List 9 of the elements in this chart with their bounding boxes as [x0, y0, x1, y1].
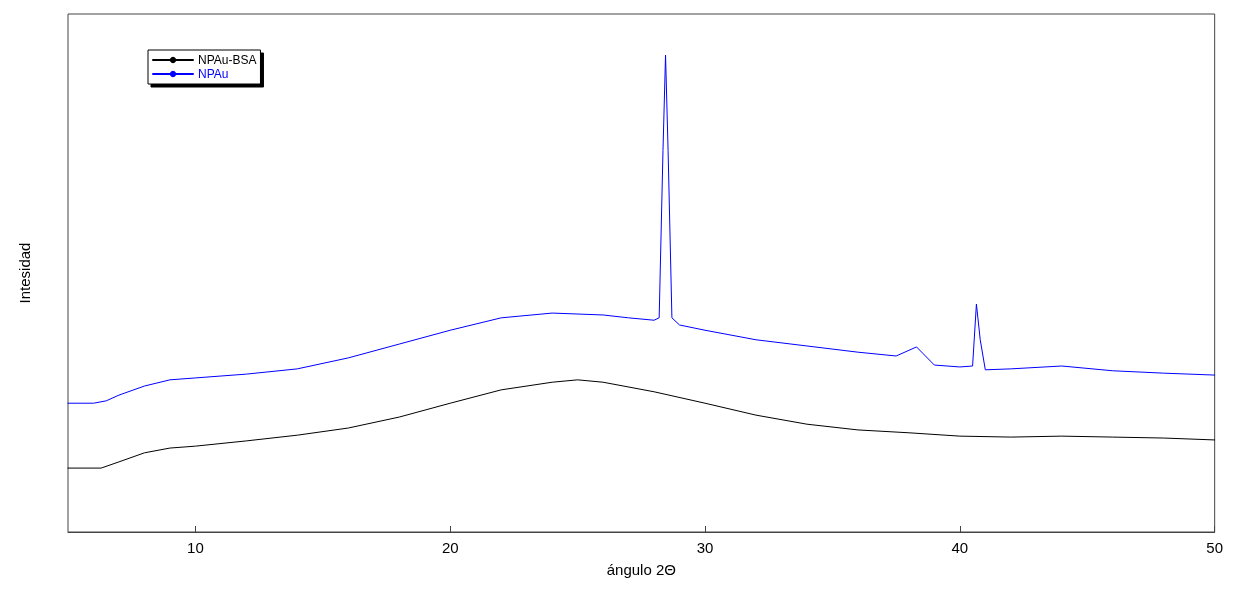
- x-tick-label: 40: [951, 539, 969, 556]
- legend-label: NPAu: [198, 67, 229, 81]
- x-tick-label: 50: [1206, 539, 1223, 556]
- legend-label: NPAu-BSA: [198, 53, 257, 67]
- x-tick-label: 10: [187, 539, 204, 556]
- x-tick-label: 30: [696, 539, 714, 556]
- x-axis-title: ángulo 2Θ: [606, 561, 676, 578]
- y-axis-title: Intesidad: [16, 242, 33, 304]
- x-tick-label: 20: [441, 539, 459, 556]
